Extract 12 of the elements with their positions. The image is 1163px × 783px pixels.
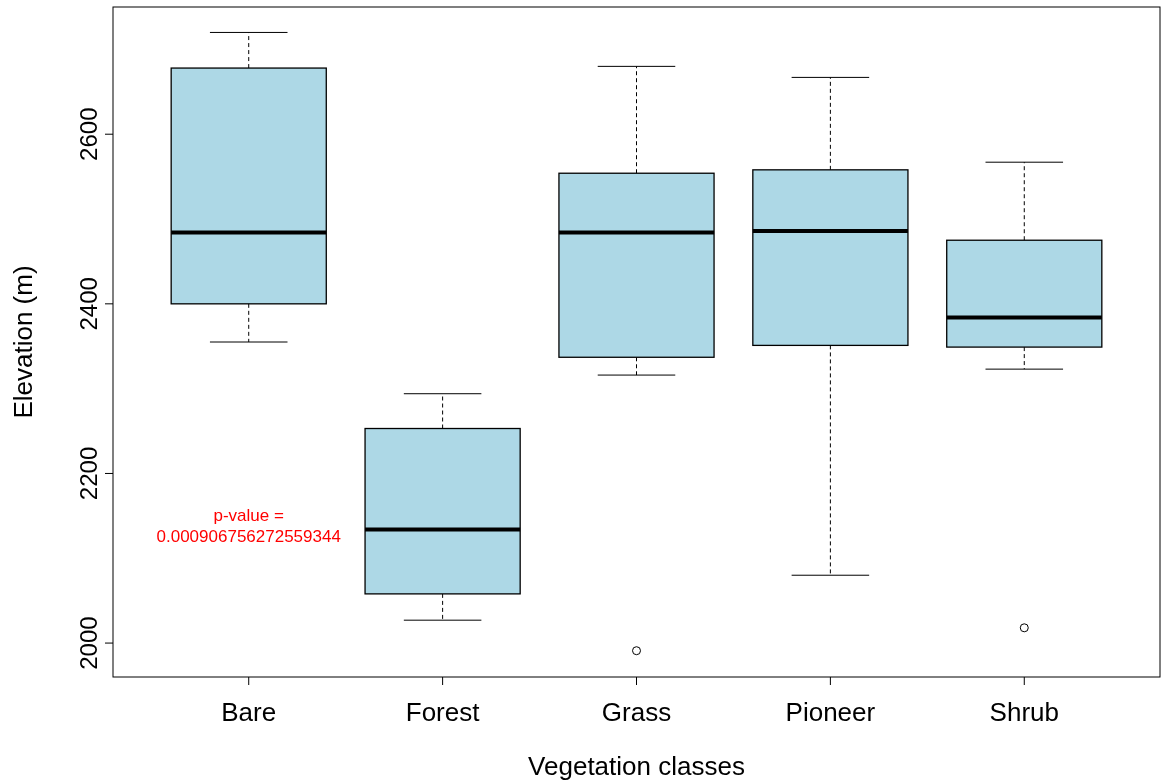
x-axis-title: Vegetation classes (528, 751, 745, 781)
x-tick-label: Shrub (989, 697, 1059, 727)
y-tick-label: 2400 (75, 277, 102, 331)
y-tick-label: 2000 (75, 616, 102, 670)
x-tick-label: Bare (221, 697, 277, 727)
x-tick-label: Forest (405, 697, 481, 727)
annotation: p-value = 0.000906756272559344 (156, 506, 341, 546)
y-axis-title: Elevation (m) (8, 265, 38, 419)
x-tick-label: Pioneer (785, 697, 876, 727)
y-tick-label: 2600 (75, 107, 102, 161)
x-tick-label: Grass (601, 697, 672, 727)
y-tick-label: 2200 (75, 446, 102, 501)
